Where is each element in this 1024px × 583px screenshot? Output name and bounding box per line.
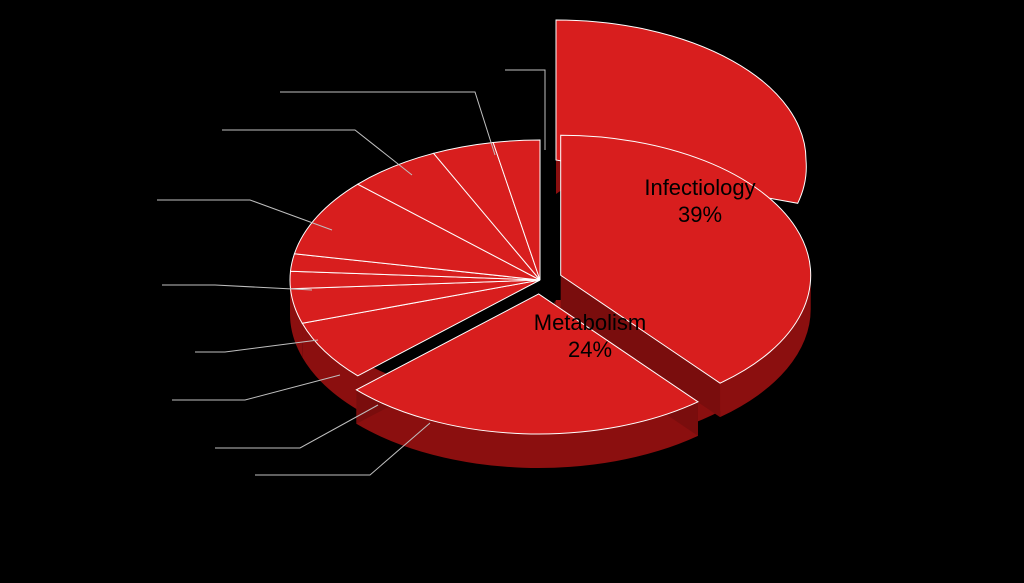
- lbl-oncology-pct: 7%: [224, 477, 250, 497]
- lbl-metab-pct: 24%: [568, 337, 612, 362]
- lbl-other-name: Other: [455, 51, 500, 71]
- svg-text:4%: 4%: [154, 450, 180, 470]
- lbl-oncology-name: Oncology: [174, 456, 250, 476]
- svg-text:2%: 2%: [157, 354, 183, 374]
- svg-text:2%: 2%: [105, 402, 131, 422]
- svg-text:Neurology: Neurology: [75, 266, 157, 286]
- lbl-pain-name: Pain: [154, 333, 190, 353]
- svg-text:9%: 9%: [107, 287, 133, 307]
- lbl-oph-pct: 4%: [152, 132, 178, 152]
- lbl-cardiology-pct: 4%: [154, 450, 180, 470]
- svg-text:Oncology: Oncology: [174, 456, 250, 476]
- svg-text:4%: 4%: [152, 132, 178, 152]
- lbl-uro-pct: 6%: [112, 202, 138, 222]
- pie-chart: Oncology 7% Cardiology 4% Osteoporosis 2…: [0, 0, 1024, 583]
- lbl-osteo-name: Osteoporosis: [61, 381, 167, 401]
- lbl-neuro-pct: 9%: [107, 287, 133, 307]
- lbl-uro-name: Urology: [90, 181, 152, 201]
- svg-text:Urology: Urology: [90, 181, 152, 201]
- lbl-infect-pct: 39%: [678, 202, 722, 227]
- lbl-osteo-pct: 2%: [105, 402, 131, 422]
- svg-text:39%: 39%: [678, 202, 722, 227]
- svg-text:3%: 3%: [452, 72, 478, 92]
- lbl-other-pct: 3%: [452, 72, 478, 92]
- lbl-cardiology-name: Cardiology: [124, 429, 210, 449]
- svg-text:6%: 6%: [112, 202, 138, 222]
- lbl-oph-name: Ophtalmology: [106, 111, 217, 131]
- svg-text:24%: 24%: [568, 337, 612, 362]
- svg-text:Other: Other: [455, 51, 500, 71]
- lbl-metab-name: Metabolism: [534, 310, 646, 335]
- svg-text:Cardiology: Cardiology: [124, 429, 210, 449]
- svg-text:Osteoporosis: Osteoporosis: [61, 381, 167, 401]
- svg-text:Pain: Pain: [154, 333, 190, 353]
- lbl-pain-pct: 2%: [157, 354, 183, 374]
- svg-text:Infectiology: Infectiology: [644, 175, 755, 200]
- lbl-infect-name: Infectiology: [644, 175, 755, 200]
- svg-text:7%: 7%: [224, 477, 250, 497]
- svg-text:Metabolism: Metabolism: [534, 310, 646, 335]
- svg-text:Ophtalmology: Ophtalmology: [106, 111, 217, 131]
- lbl-neuro-name: Neurology: [75, 266, 157, 286]
